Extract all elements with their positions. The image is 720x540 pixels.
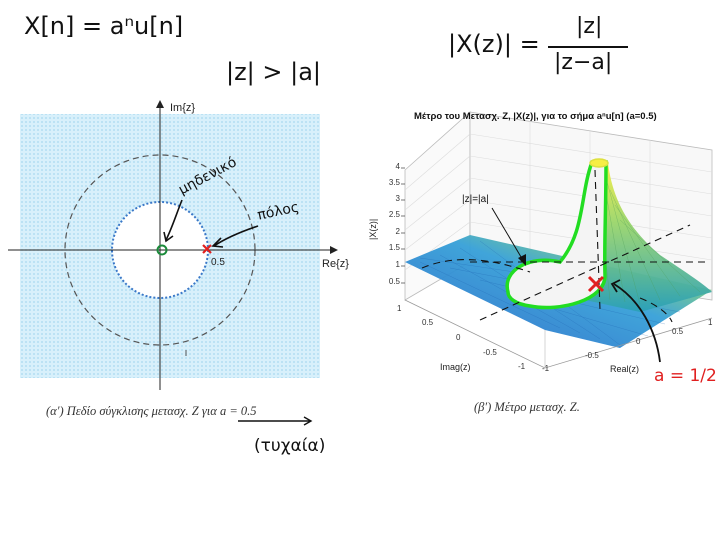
imag-tick: -0.5 bbox=[483, 348, 497, 357]
left-caption: (α′) Πεδίο σύγκλισης μετασχ. Z για a = 0… bbox=[46, 404, 257, 418]
right-caption: (β′) Μέτρο μετασχ. Z. bbox=[474, 400, 580, 414]
magnitude-lhs: |X(z)| = bbox=[448, 30, 540, 58]
real-tick: 1 bbox=[708, 318, 713, 327]
unit-circle bbox=[64, 154, 256, 346]
fraction-bar bbox=[548, 46, 628, 48]
magnitude-denominator: |z−a| bbox=[554, 50, 613, 75]
surface-pole-marker bbox=[587, 275, 605, 293]
real-axis-label: Re{z} bbox=[322, 258, 349, 270]
pole-value-label: 0.5 bbox=[211, 257, 225, 268]
magnitude-surface bbox=[405, 235, 712, 348]
imag-tick: 0.5 bbox=[422, 318, 434, 327]
roc-boundary-ring bbox=[505, 160, 608, 310]
z-tick: 3 bbox=[395, 194, 400, 203]
imag-tick: -1 bbox=[518, 362, 526, 371]
z-tick: 3.5 bbox=[388, 178, 400, 187]
surface-title: Μέτρο του Μετασχ. Z, |X(z)|, για το σήμα… bbox=[414, 111, 657, 122]
z-tick: 1 bbox=[395, 260, 400, 269]
a-value-arrow bbox=[613, 283, 661, 363]
magnitude-formula: |X(z)| = |z| |z−a| bbox=[448, 14, 648, 84]
zero-marker bbox=[156, 244, 168, 256]
real-tick: 0 bbox=[636, 337, 641, 346]
back-wall-right bbox=[469, 111, 713, 301]
reference-lines bbox=[421, 169, 708, 323]
z-tick: 1.5 bbox=[388, 243, 400, 252]
z-tick: 0.5 bbox=[388, 277, 400, 286]
real-tick: 0.5 bbox=[672, 327, 684, 336]
peak-top bbox=[589, 158, 609, 168]
imag-axis-label: Im{z} bbox=[170, 102, 196, 114]
imag-axis-title: Imag(z) bbox=[440, 362, 471, 372]
magnitude-numerator: |z| bbox=[576, 14, 603, 39]
real-axis-arrow bbox=[330, 246, 338, 254]
signal-equation: X[n] = aⁿu[n] bbox=[24, 12, 184, 40]
z-tick: 4 bbox=[395, 162, 400, 171]
real-axis-title: Real(z) bbox=[610, 364, 640, 374]
imag-tick: 0 bbox=[456, 333, 461, 342]
imag-axis-arrow bbox=[156, 100, 164, 108]
pole-note: πόλος bbox=[256, 199, 301, 224]
excluded-hole bbox=[507, 162, 606, 308]
back-wall-left bbox=[404, 111, 471, 301]
pole-peak bbox=[585, 162, 712, 312]
pole-arrow bbox=[213, 225, 259, 247]
ring-annotation-arrow bbox=[491, 207, 525, 263]
box-front-edges bbox=[404, 299, 713, 369]
z-tick: 2 bbox=[395, 227, 400, 236]
random-note: (τυχαία) bbox=[254, 436, 326, 456]
imag-tick: 1 bbox=[397, 304, 402, 313]
roc-inequality: |z| > |a| bbox=[226, 58, 322, 86]
real-tick: -1 bbox=[542, 364, 550, 373]
z-tick: 2.5 bbox=[388, 210, 400, 219]
zero-arrow bbox=[165, 199, 183, 241]
a-value-note: a = 1/2 bbox=[654, 366, 717, 386]
zero-note: μηδενικό bbox=[176, 154, 240, 199]
roc-region bbox=[20, 114, 320, 378]
real-tick: -0.5 bbox=[585, 351, 599, 360]
pole-marker bbox=[202, 244, 212, 254]
z-axis-label: |X(z)| bbox=[368, 218, 378, 240]
excluded-disk bbox=[111, 201, 209, 299]
ring-annotation: |z|=|a| bbox=[462, 194, 489, 205]
